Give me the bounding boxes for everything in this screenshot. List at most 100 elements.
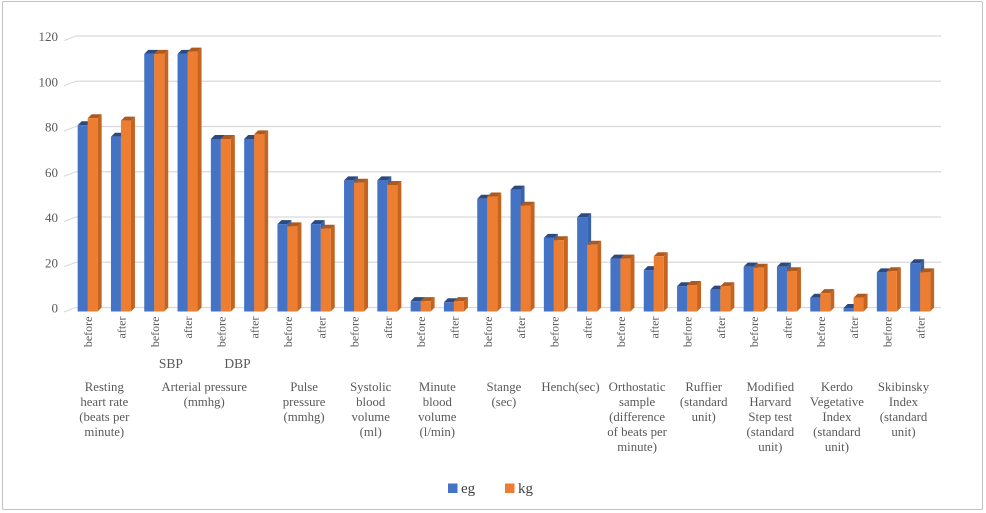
- y-axis-tick-label: 0: [52, 301, 59, 316]
- bar-eg-front-face: [477, 198, 488, 312]
- bar-kg: [553, 236, 568, 312]
- category-label-line: of beats per: [607, 425, 667, 439]
- bar-eg-front-face: [843, 308, 854, 312]
- category-label: Minute blood volume (l/min): [418, 380, 457, 439]
- category-label-line: Resting: [85, 380, 125, 394]
- category-label-line: blood: [423, 395, 453, 409]
- category-label-line: (standard: [813, 425, 861, 439]
- category-label-line: Minute: [419, 380, 456, 394]
- y-axis-tick: [63, 35, 77, 42]
- bar-kg: [87, 114, 102, 312]
- bar-kg-side-face: [830, 289, 835, 312]
- bar-eg-front-face: [876, 272, 887, 312]
- bar-eg-front-face: [110, 136, 121, 312]
- bar-kg: [920, 268, 935, 312]
- bar-kg: [453, 297, 468, 312]
- bar-kg-front-face: [853, 297, 864, 312]
- bar-kg-top-face: [620, 254, 635, 259]
- y-axis-tick-label: 60: [45, 165, 58, 180]
- bar-kg-side-face: [730, 282, 735, 312]
- category-label-line: sample: [619, 395, 656, 409]
- category-label-line: Harvard: [749, 395, 792, 409]
- bar-kg-front-face: [420, 301, 431, 312]
- bar-kg-side-face: [597, 240, 602, 312]
- bar-eg-top-face: [210, 135, 225, 139]
- bar-kg-side-face: [164, 49, 169, 312]
- bar-kg-front-face: [453, 301, 464, 312]
- bar-kg-top-face: [487, 192, 502, 197]
- legend-item-kg: kg: [505, 481, 534, 497]
- bar-kg-side-face: [896, 267, 901, 312]
- category-label-line: (ml): [360, 425, 382, 439]
- bar-kg: [853, 293, 868, 312]
- bar-kg-side-face: [863, 293, 868, 312]
- bar-kg-top-face: [720, 282, 735, 287]
- bar-kg-front-face: [687, 285, 698, 312]
- bar-kg: [820, 289, 835, 312]
- x-axis-label-after: after: [847, 317, 861, 339]
- category-label-line: Vegetative: [810, 395, 864, 409]
- x-axis-label-before: before: [81, 317, 95, 348]
- bar-eg-front-face: [144, 53, 155, 312]
- x-axis-label-after: after: [114, 317, 128, 339]
- bar-kg-top-face: [453, 297, 468, 302]
- bar-kg-side-face: [264, 130, 269, 312]
- legend-swatch-kg: [505, 483, 515, 493]
- y-axis-tick-label: 40: [45, 210, 58, 225]
- bar-kg-front-face: [287, 226, 298, 312]
- bar-kg-top-face: [420, 297, 435, 302]
- bar-kg: [720, 282, 735, 312]
- x-axis-label-before: before: [681, 317, 695, 348]
- bar-kg-front-face: [620, 258, 631, 312]
- bar-eg-front-face: [177, 53, 188, 312]
- bar-kg: [753, 263, 768, 312]
- category-label-line: (difference: [609, 410, 665, 424]
- category-label-line: volume: [352, 410, 391, 424]
- bar-eg-front-face: [244, 139, 255, 312]
- x-axis-label-before: before: [747, 317, 761, 348]
- bar-kg: [254, 130, 269, 312]
- category-label-line: Hench(sec): [541, 380, 599, 394]
- bar-kg-front-face: [820, 293, 831, 312]
- bars-layer: [77, 47, 935, 312]
- category-label-line: Arterial pressure: [161, 380, 247, 394]
- bar-eg-front-face: [610, 258, 621, 312]
- category-label: Kerdo Vegetative Index (standard unit): [810, 380, 864, 454]
- category-label-line: unit): [825, 440, 849, 454]
- bar-eg-top-face: [510, 185, 525, 190]
- bar-kg-front-face: [120, 120, 131, 312]
- bar-kg-front-face: [920, 272, 931, 312]
- category-label: Hench(sec): [541, 380, 599, 394]
- bar-kg-front-face: [354, 182, 365, 312]
- bar-kg-front-face: [254, 134, 265, 312]
- bar-kg-side-face: [796, 267, 801, 312]
- y-axis-tick: [63, 216, 77, 223]
- category-label-line: Index: [822, 410, 852, 424]
- category-label-line: Skibinsky: [878, 380, 930, 394]
- x-axis-label-before: before: [880, 317, 894, 348]
- category-label-line: (standard: [680, 395, 728, 409]
- bar-kg-side-face: [197, 47, 202, 312]
- bar-eg-front-face: [443, 302, 454, 312]
- bar-kg: [487, 192, 502, 312]
- legend: eg kg: [448, 481, 534, 497]
- bar-eg-front-face: [77, 125, 88, 312]
- bar-kg-side-face: [130, 116, 135, 312]
- category-label-line: (sec): [491, 395, 516, 409]
- bar-kg-front-face: [320, 228, 331, 312]
- bar-eg-top-face: [410, 297, 425, 302]
- bar-kg-top-face: [786, 267, 801, 272]
- x-axis-label-after: after: [780, 317, 794, 339]
- x-axis-label-before: before: [547, 317, 561, 348]
- bar-kg-front-face: [387, 185, 398, 312]
- y-axis-tick: [63, 261, 77, 268]
- bar-kg-side-face: [697, 281, 702, 312]
- bar-kg-front-face: [587, 244, 598, 312]
- category-label-line: Kerdo: [821, 380, 853, 394]
- bar-eg-top-face: [310, 220, 325, 225]
- category-label-line: blood: [356, 395, 386, 409]
- bar-kg: [220, 135, 235, 312]
- x-axis-label-after: after: [581, 317, 595, 339]
- bar-kg-side-face: [497, 192, 502, 312]
- bar-kg-top-face: [820, 289, 835, 294]
